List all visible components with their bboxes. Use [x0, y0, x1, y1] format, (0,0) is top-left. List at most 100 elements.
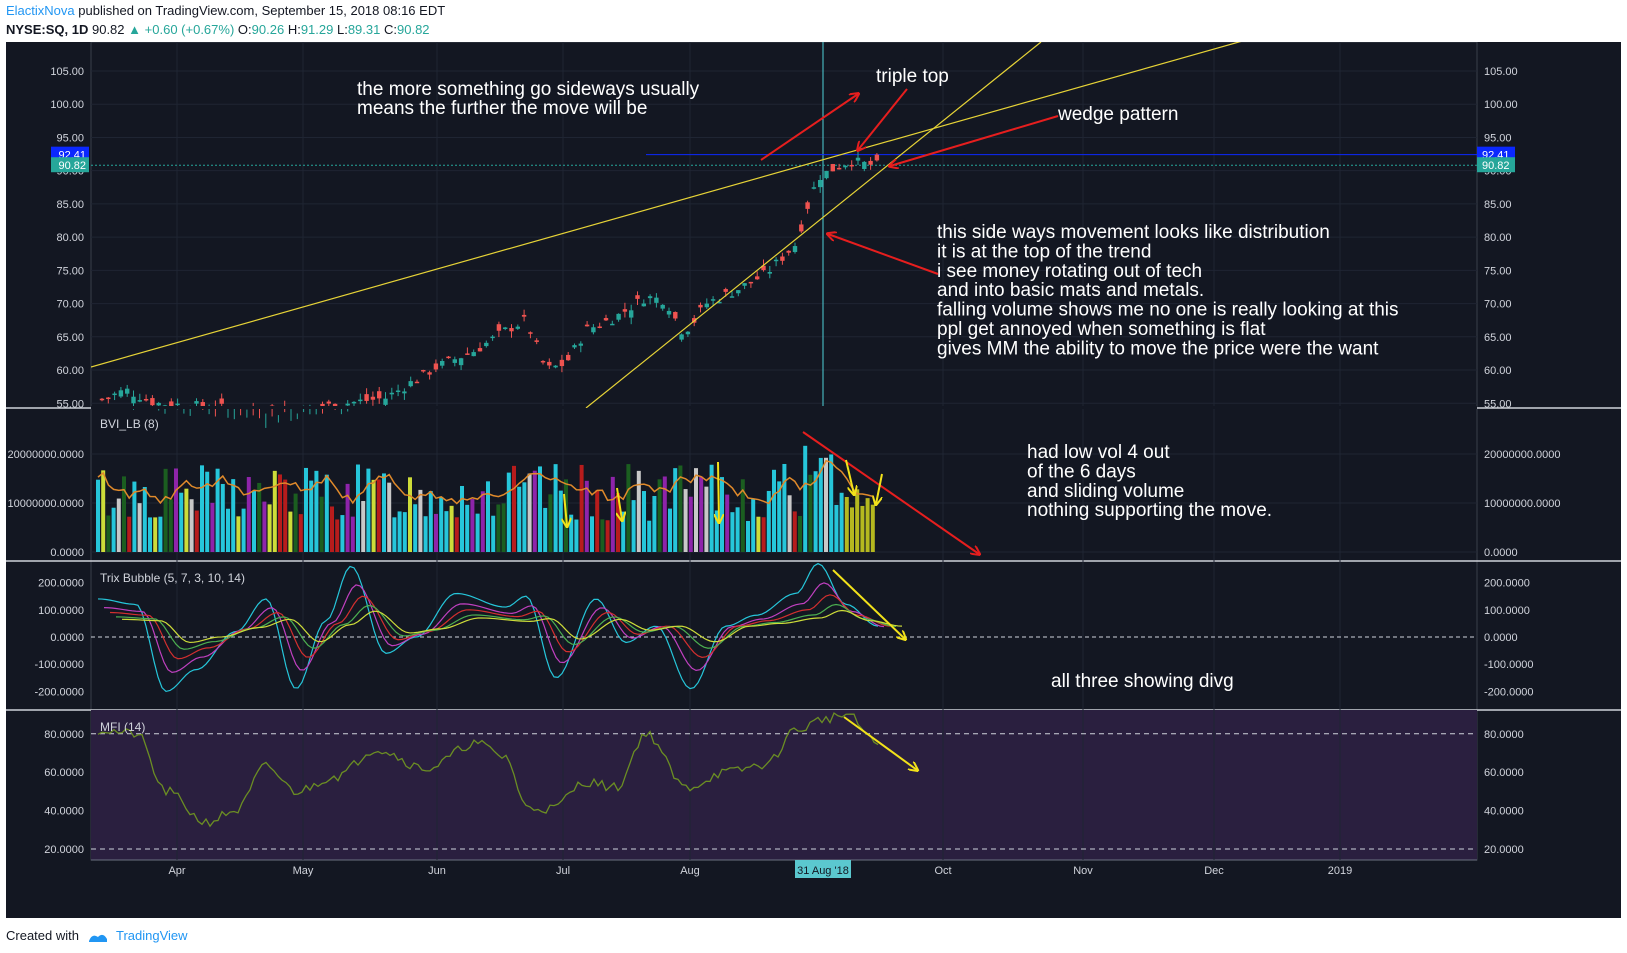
volume-bar [636, 470, 641, 552]
volume-bar [735, 507, 740, 552]
price-tick-left: 95.00 [56, 132, 84, 144]
price-tag-right-text: 90.82 [1482, 160, 1510, 172]
up-triangle-icon: ▲ [128, 22, 142, 37]
volume-bar [454, 517, 459, 552]
candle-body [332, 403, 338, 406]
volume-bar [818, 457, 823, 552]
price-tick-left: 70.00 [56, 299, 84, 311]
footer: Created with TradingView [6, 928, 188, 943]
candle-body [811, 187, 817, 189]
volume-tick-left: 10000000.0000 [8, 498, 84, 510]
candle-body [868, 160, 873, 165]
volume-bar [569, 514, 574, 552]
volume-bar [205, 471, 210, 552]
volume-bar [179, 492, 184, 552]
mfi-tick-left: 40.0000 [44, 806, 84, 818]
volume-bar [496, 504, 501, 552]
volume-bar [376, 479, 381, 552]
price-tick-right: 65.00 [1484, 332, 1512, 344]
volume-bar [278, 474, 282, 552]
volume-bar [662, 476, 667, 552]
candle-body [849, 164, 854, 167]
price-tick-right: 70.00 [1484, 299, 1512, 311]
volume-bar [652, 495, 657, 552]
volume-bar [361, 501, 366, 552]
volume-bar [761, 517, 766, 552]
yellow-arrow [564, 493, 567, 526]
volume-bar [647, 520, 652, 552]
candle-body [553, 365, 558, 368]
annotation-wedge: wedge pattern [1057, 104, 1178, 125]
candle-body [219, 398, 224, 404]
volume-bar [309, 480, 314, 552]
low-label: L: [336, 22, 348, 37]
candle-body [490, 336, 495, 339]
volume-bar [137, 503, 142, 552]
candle-body [641, 303, 646, 307]
volume-bar [522, 482, 527, 552]
long-trendline [91, 42, 1242, 368]
candle-body [647, 296, 653, 299]
mfi-tick-left: 20.0000 [44, 844, 84, 856]
volume-bar [553, 464, 558, 552]
pane-clip [91, 406, 1477, 409]
tradingview-link[interactable]: TradingView [116, 928, 188, 943]
volume-bar [829, 454, 834, 552]
volume-bar [106, 515, 111, 552]
price-tick-right: 75.00 [1484, 265, 1512, 277]
volume-bar [626, 464, 631, 552]
volume-bar [101, 470, 106, 552]
annotation-triple-top: triple top [876, 66, 949, 87]
volume-bar [704, 486, 709, 552]
candle-body [143, 398, 149, 401]
volume-bar [283, 479, 288, 552]
annotation-divergence: all three showing divg [1051, 671, 1234, 692]
candle-body [547, 361, 552, 366]
volume-bar [298, 514, 303, 552]
candle-body [440, 360, 445, 366]
volume-bar [158, 516, 163, 552]
volume-bar [512, 465, 516, 552]
trix-tick-left: 0.0000 [50, 632, 84, 644]
candle-body [635, 295, 640, 299]
candle-body [156, 402, 161, 406]
volume-bar [844, 497, 849, 552]
mfi-tick-left: 60.0000 [44, 767, 84, 779]
price-tick-right: 95.00 [1484, 132, 1512, 144]
candle-body [679, 334, 684, 340]
candle-body [351, 401, 357, 404]
author-link[interactable]: ElactixNova [6, 3, 75, 18]
candle-body [427, 372, 432, 375]
candle-body [717, 301, 722, 304]
trix-tick-right: -200.0000 [1484, 686, 1534, 698]
red-arrow [890, 115, 1059, 166]
candle-body [106, 397, 111, 400]
candle-body [515, 326, 520, 329]
volume-bar [834, 504, 839, 552]
candle-body [862, 161, 867, 169]
volume-bar [189, 499, 194, 552]
chart-canvas[interactable]: Apr May Jun Jul Aug Oct Nov Dec 2019 105.00 105.00… [6, 41, 1621, 918]
price-tick-right: 60.00 [1484, 365, 1512, 377]
chart-svg[interactable]: Apr May Jun Jul Aug Oct Nov Dec 2019 105.00 105.00… [6, 41, 1621, 918]
volume-bar [720, 477, 724, 552]
annotation-distribution-line: i see money rotating out of tech [937, 261, 1202, 282]
volume-bar [657, 479, 662, 552]
volume-bar [252, 490, 256, 552]
volume-bar [642, 491, 646, 552]
x-tick-label: Jul [556, 865, 570, 877]
volume-bar [543, 507, 548, 552]
candle-body [698, 304, 703, 308]
annotation-distribution-line: this side ways movement looks like distr… [937, 222, 1330, 243]
volume-bar [683, 489, 688, 552]
volume-bar [439, 496, 444, 552]
price-tick-left: 80.00 [56, 232, 84, 244]
price-tick-left: 100.00 [50, 99, 84, 111]
volume-bar [855, 489, 860, 552]
candle-body [780, 256, 785, 261]
price-tick-right: 85.00 [1484, 199, 1512, 211]
volume-bar [127, 516, 132, 552]
volume-bar [787, 495, 792, 552]
annotation-volume-line: and sliding volume [1027, 481, 1184, 502]
created-with: Created with [6, 928, 79, 943]
